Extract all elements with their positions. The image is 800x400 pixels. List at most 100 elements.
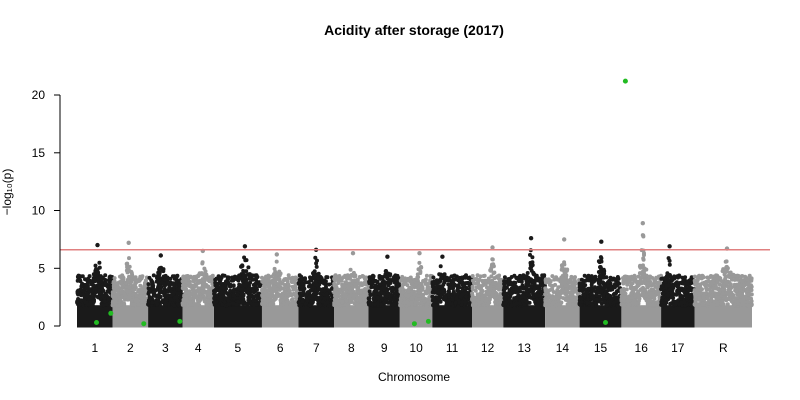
- snp-point: [228, 288, 233, 293]
- snp-point: [297, 273, 302, 278]
- snp-point: [227, 284, 232, 289]
- snp-point: [335, 275, 340, 280]
- snp-point: [375, 301, 380, 306]
- snp-point: [451, 286, 455, 291]
- snp-point: [560, 277, 565, 282]
- snp-point: [138, 283, 143, 288]
- snp-point: [610, 277, 614, 282]
- snp-point: [391, 287, 395, 292]
- snp-point: [463, 300, 468, 304]
- snp-point: [543, 280, 548, 285]
- snp-point: [191, 276, 196, 281]
- snp-point: [595, 297, 600, 302]
- snp-point: [324, 275, 329, 280]
- snp-point: [509, 303, 514, 308]
- snp-point: [431, 297, 436, 302]
- snp-point: [452, 291, 457, 296]
- snp-point: [120, 290, 125, 295]
- snp-point: [164, 282, 169, 286]
- snp-point: [560, 290, 565, 295]
- snp-point: [296, 300, 301, 305]
- snp-point: [363, 282, 368, 287]
- snp-point: [231, 283, 236, 288]
- snp-point: [246, 265, 251, 270]
- snp-point: [125, 263, 130, 268]
- snp-point: [455, 291, 460, 296]
- snp-point: [148, 295, 153, 300]
- snp-point: [260, 287, 265, 292]
- snp-point: [104, 302, 109, 307]
- snp-point: [528, 263, 533, 267]
- chromosome-3-points: [146, 253, 185, 328]
- snp-point: [333, 288, 338, 293]
- snp-point: [82, 293, 87, 298]
- snp-point: [192, 301, 197, 306]
- snp-point: [475, 278, 480, 283]
- snp-point: [529, 295, 534, 300]
- snp-point-peak: [95, 242, 100, 248]
- snp-point: [266, 282, 271, 287]
- snp-point: [191, 283, 196, 288]
- snp-point: [453, 300, 458, 305]
- snp-point: [464, 294, 468, 299]
- snp-point: [288, 303, 293, 308]
- snp-point: [493, 299, 498, 304]
- snp-point-peak: [350, 251, 356, 256]
- snp-point: [300, 299, 305, 304]
- snp-point: [88, 289, 93, 293]
- snp-point: [451, 277, 456, 282]
- snp-point: [278, 298, 283, 303]
- snp-point: [526, 283, 531, 287]
- snp-point: [133, 302, 137, 307]
- snp-point: [310, 301, 315, 305]
- snp-point: [255, 296, 260, 301]
- snp-point: [293, 286, 298, 291]
- snp-point: [125, 289, 130, 294]
- snp-point: [614, 299, 619, 304]
- snp-point: [300, 287, 305, 292]
- snp-point: [257, 282, 262, 287]
- snp-point: [245, 272, 250, 277]
- snp-point: [213, 299, 217, 304]
- snp-point: [480, 297, 485, 302]
- snp-point-peak: [599, 239, 604, 244]
- snp-point: [316, 286, 321, 291]
- snp-point: [601, 292, 606, 297]
- snp-point: [279, 303, 284, 308]
- chromosome-14-points: [543, 237, 582, 328]
- snp-point: [112, 276, 117, 281]
- snp-point: [559, 300, 564, 305]
- snp-point: [504, 291, 509, 296]
- snp-point: [237, 282, 242, 287]
- snp-point: [471, 296, 475, 301]
- snp-point: [353, 284, 358, 289]
- snp-point: [422, 299, 427, 304]
- snp-point: [602, 299, 607, 304]
- chromosome-8-dense-band: [334, 305, 369, 328]
- snp-point: [166, 302, 171, 307]
- snp-point: [303, 280, 308, 285]
- snp-point: [163, 302, 168, 307]
- snp-point: [162, 277, 167, 282]
- snp-point: [463, 275, 468, 280]
- snp-point: [348, 298, 353, 303]
- snp-point: [291, 291, 296, 296]
- snp-point: [275, 276, 280, 281]
- snp-point: [121, 275, 126, 280]
- snp-point: [601, 275, 606, 280]
- snp-point: [122, 303, 126, 308]
- snp-point: [290, 297, 295, 302]
- snp-point: [603, 284, 608, 289]
- snp-point: [89, 282, 94, 287]
- snp-point: [606, 280, 610, 285]
- snp-point: [503, 301, 508, 306]
- snp-point: [550, 287, 555, 292]
- snp-point: [371, 296, 376, 301]
- snp-point: [251, 290, 256, 295]
- snp-point: [105, 289, 110, 294]
- snp-point: [263, 298, 268, 303]
- snp-point: [132, 287, 137, 292]
- snp-point: [348, 267, 353, 272]
- snp-point: [473, 303, 478, 308]
- snp-point: [90, 297, 95, 302]
